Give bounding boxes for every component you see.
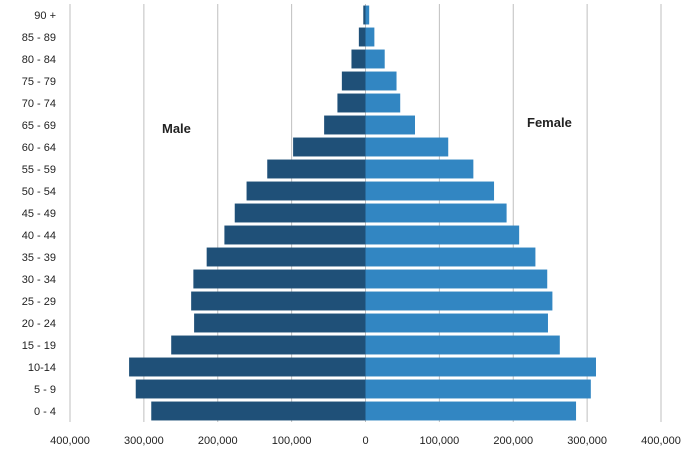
bar-male-12: [293, 137, 366, 157]
bar-female-8: [365, 225, 520, 245]
bar-female-7: [365, 247, 536, 267]
bar-female-2: [365, 357, 596, 377]
bar-male-7: [206, 247, 366, 267]
y-tick-label: 90 +: [34, 10, 56, 22]
y-tick-label: 80 - 84: [22, 54, 56, 66]
y-tick-label: 25 - 29: [22, 296, 56, 308]
y-tick-label: 30 - 34: [22, 274, 56, 286]
x-tick-label: 100,000: [419, 435, 459, 447]
bar-female-12: [365, 137, 449, 157]
y-tick-label: 50 - 54: [22, 186, 56, 198]
y-tick-label: 45 - 49: [22, 208, 56, 220]
bar-male-18: [363, 5, 366, 25]
y-tick-label: 75 - 79: [22, 76, 56, 88]
bar-male-9: [234, 203, 366, 223]
y-tick-label: 0 - 4: [34, 406, 56, 418]
bar-female-10: [365, 181, 495, 201]
bar-male-13: [324, 115, 366, 135]
y-tick-label: 35 - 39: [22, 252, 56, 264]
bar-male-15: [341, 71, 366, 91]
bar-female-18: [365, 5, 370, 25]
bar-male-11: [267, 159, 366, 179]
bars: [129, 5, 596, 421]
y-tick-label: 85 - 89: [22, 32, 56, 44]
bar-female-16: [365, 49, 385, 69]
y-tick-label: 15 - 19: [22, 340, 56, 352]
y-tick-label: 40 - 44: [22, 230, 56, 242]
male-series-label: Male: [162, 121, 191, 136]
bar-female-9: [365, 203, 507, 223]
bar-male-2: [129, 357, 366, 377]
y-tick-label: 10-14: [28, 362, 56, 374]
x-tick-label: 0: [362, 435, 368, 447]
bar-female-0: [365, 401, 577, 421]
x-tick-label: 200,000: [493, 435, 533, 447]
y-tick-label: 70 - 74: [22, 98, 56, 110]
bar-male-1: [135, 379, 366, 399]
bar-male-8: [224, 225, 366, 245]
bar-female-4: [365, 313, 548, 333]
bar-male-4: [194, 313, 366, 333]
bar-female-1: [365, 379, 591, 399]
bar-female-13: [365, 115, 415, 135]
x-tick-label: 300,000: [567, 435, 607, 447]
axes: 0 - 4 5 - 9 10-14 15 - 19 20 - 24 25 - 29 30 -…: [22, 10, 681, 447]
y-tick-label: 55 - 59: [22, 164, 56, 176]
bar-female-17: [365, 27, 375, 47]
female-series-label: Female: [527, 115, 572, 130]
x-tick-label: 400,000: [50, 435, 90, 447]
bar-male-3: [171, 335, 366, 355]
x-tick-label: 200,000: [198, 435, 238, 447]
bar-male-5: [191, 291, 366, 311]
bar-male-10: [246, 181, 366, 201]
y-tick-label: 60 - 64: [22, 142, 56, 154]
y-tick-label: 5 - 9: [34, 384, 56, 396]
y-tick-label: 65 - 69: [22, 120, 56, 132]
bar-male-6: [193, 269, 366, 289]
x-tick-label: 400,000: [641, 435, 681, 447]
y-tick-label: 20 - 24: [22, 318, 56, 330]
bar-female-11: [365, 159, 474, 179]
bar-female-14: [365, 93, 401, 113]
bar-male-16: [351, 49, 366, 69]
bar-female-5: [365, 291, 553, 311]
bar-female-15: [365, 71, 397, 91]
bar-female-3: [365, 335, 560, 355]
x-tick-label: 100,000: [272, 435, 312, 447]
bar-female-6: [365, 269, 548, 289]
x-tick-label: 300,000: [124, 435, 164, 447]
bar-male-14: [337, 93, 366, 113]
bar-male-17: [358, 27, 366, 47]
bar-male-0: [151, 401, 366, 421]
